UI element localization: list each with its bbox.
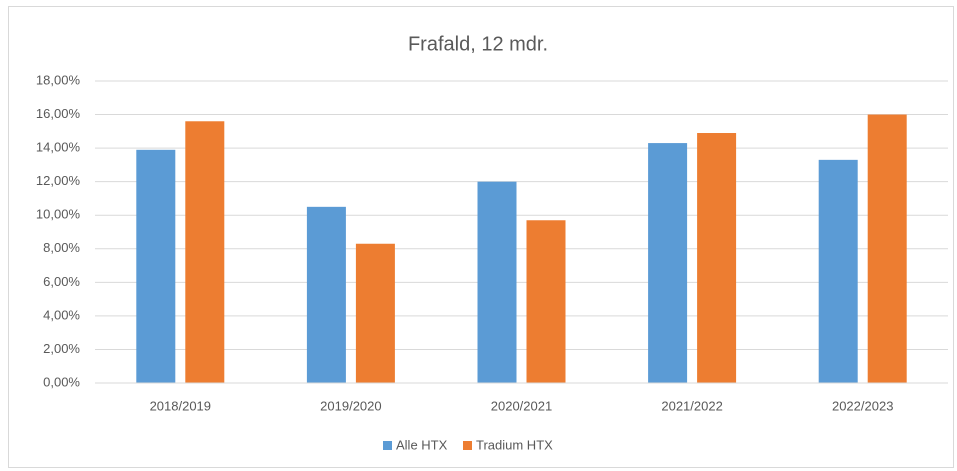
y-tick-label: 16,00% (36, 106, 81, 121)
chart-title: Frafald, 12 mdr. (408, 33, 548, 55)
y-tick-label: 10,00% (36, 207, 81, 222)
bar (355, 243, 395, 383)
bar (185, 121, 225, 384)
y-tick-label: 6,00% (43, 274, 80, 289)
y-tick-label: 14,00% (36, 140, 81, 155)
bar (818, 159, 858, 383)
bar (306, 206, 346, 383)
y-tick-label: 12,00% (36, 173, 81, 188)
bar (526, 220, 566, 383)
bar (477, 181, 517, 383)
y-tick-label: 18,00% (36, 72, 81, 87)
y-tick-label: 8,00% (43, 240, 80, 255)
x-tick-label: 2019/2020 (320, 398, 381, 413)
bar (867, 114, 907, 384)
x-tick-label: 2018/2019 (150, 398, 211, 413)
bar (648, 143, 688, 383)
bar (697, 133, 737, 383)
y-tick-label: 2,00% (43, 341, 80, 356)
legend-swatch (383, 441, 392, 450)
x-tick-label: 2020/2021 (491, 398, 552, 413)
y-tick-label: 0,00% (43, 374, 80, 389)
x-tick-label: 2021/2022 (661, 398, 722, 413)
bar (136, 149, 176, 383)
legend-swatch (463, 441, 472, 450)
legend-label: Tradium HTX (476, 437, 553, 452)
legend-label: Alle HTX (396, 437, 448, 452)
y-tick-label: 4,00% (43, 307, 80, 322)
x-tick-label: 2022/2023 (832, 398, 893, 413)
